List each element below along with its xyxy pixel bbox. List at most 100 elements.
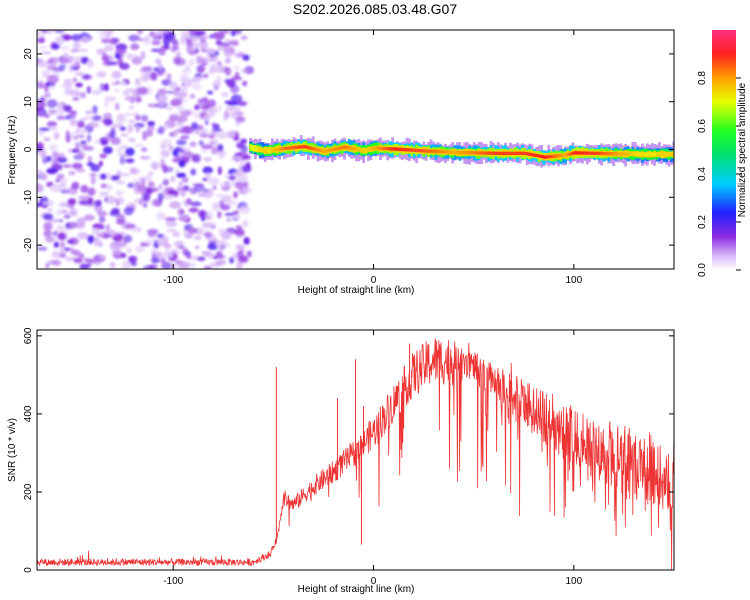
noise-blob (160, 158, 165, 167)
trace-core-cell (337, 146, 340, 150)
noise-blob (103, 45, 114, 52)
noise-blob (98, 254, 107, 259)
trace-core-cell (627, 152, 631, 156)
noise-blob (236, 142, 244, 149)
noise-blob (156, 93, 168, 103)
trace-core-cell (487, 151, 490, 155)
noise-blob (166, 228, 177, 233)
noise-blob (80, 140, 87, 145)
noise-blob (180, 68, 192, 74)
trace-core-cell (293, 145, 296, 150)
colorbar-tick-label: 0.4 (697, 167, 708, 181)
noise-blob (235, 181, 245, 190)
noise-blob (41, 173, 48, 181)
noise-blob (188, 207, 199, 213)
noise-blob (124, 235, 133, 243)
noise-blob (216, 132, 229, 139)
trace-core-cell (589, 151, 593, 155)
noise-blob (126, 247, 132, 254)
trace-core-cell (629, 152, 633, 156)
noise-blob (151, 257, 160, 264)
trace-core-cell (311, 146, 314, 151)
trace-core-cell (469, 151, 472, 155)
trace-core-cell (593, 151, 597, 155)
trace-core-cell (405, 148, 408, 152)
noise-blob (241, 68, 249, 74)
noise-blob (102, 52, 107, 58)
noise-blob (186, 198, 192, 205)
noise-blob (136, 227, 142, 232)
noise-blob (57, 224, 62, 230)
trace-core-cell (591, 151, 595, 155)
trace-core-cell (479, 151, 482, 155)
trace-core-cell (567, 152, 570, 156)
noise-blob (224, 59, 231, 64)
noise-blob (235, 116, 246, 123)
y-tick-label: 200 (23, 483, 34, 500)
trace-core-cell (559, 153, 562, 158)
trace-core-cell (325, 149, 328, 153)
noise-blob (180, 82, 186, 87)
noise-blob (215, 193, 224, 198)
noise-blob (158, 64, 163, 71)
noise-blob (116, 146, 123, 155)
trace-core-cell (555, 154, 558, 158)
trace-core-cell (547, 155, 550, 159)
noise-blob (182, 99, 189, 103)
trace-core-cell (423, 149, 426, 153)
noise-blob (242, 54, 250, 61)
trace-core-cell (373, 146, 376, 150)
noise-blob (90, 115, 102, 121)
noise-blob (135, 114, 141, 121)
x-tick-label: -100 (163, 275, 183, 286)
trace-core-cell (321, 149, 324, 153)
trace-core-cell (609, 152, 613, 156)
noise-blob (67, 189, 78, 195)
trace-core-cell (621, 152, 625, 156)
trace-core-cell (453, 150, 456, 154)
noise-blob (235, 225, 243, 229)
trace-core-cell (521, 151, 524, 155)
noise-blob (177, 261, 190, 269)
noise-blob (217, 211, 222, 219)
colorbar-tick-label: 0.2 (697, 215, 708, 229)
noise-blob (119, 156, 126, 165)
trace-cell (254, 144, 257, 152)
noise-blob (242, 80, 248, 87)
noise-blob (58, 202, 71, 208)
trace-core-cell (631, 152, 635, 156)
trace-core-cell (623, 152, 627, 156)
trace-core-cell (497, 151, 500, 155)
noise-blob (119, 62, 130, 70)
noise-blob (56, 209, 62, 216)
noise-blob (109, 241, 119, 250)
noise-blob (114, 88, 120, 93)
noise-blob (130, 261, 137, 267)
noise-blob (186, 254, 192, 260)
trace-core-cell (365, 148, 368, 152)
noise-blob (44, 92, 51, 97)
y-tick-label: 0 (23, 146, 34, 152)
noise-blob (68, 170, 76, 176)
noise-blob (43, 137, 51, 142)
trace-core-cell (313, 147, 316, 151)
noise-blob (84, 74, 89, 80)
noise-blob (157, 234, 164, 238)
noise-blob (212, 54, 218, 63)
noise-blob (189, 141, 197, 148)
noise-blob (119, 126, 127, 131)
noise-blob (168, 114, 179, 122)
noise-blob (54, 30, 65, 34)
noise-blob (161, 138, 172, 147)
trace-core-cell (517, 151, 520, 155)
noise-blob (54, 107, 65, 117)
trace-core-cell (269, 148, 272, 152)
noise-blob (201, 216, 211, 220)
trace-core-cell (301, 145, 304, 149)
noise-blob (131, 56, 143, 65)
noise-blob (90, 176, 96, 185)
trace-core-cell (419, 149, 422, 153)
noise-blob (196, 124, 204, 130)
noise-blob (134, 122, 145, 129)
